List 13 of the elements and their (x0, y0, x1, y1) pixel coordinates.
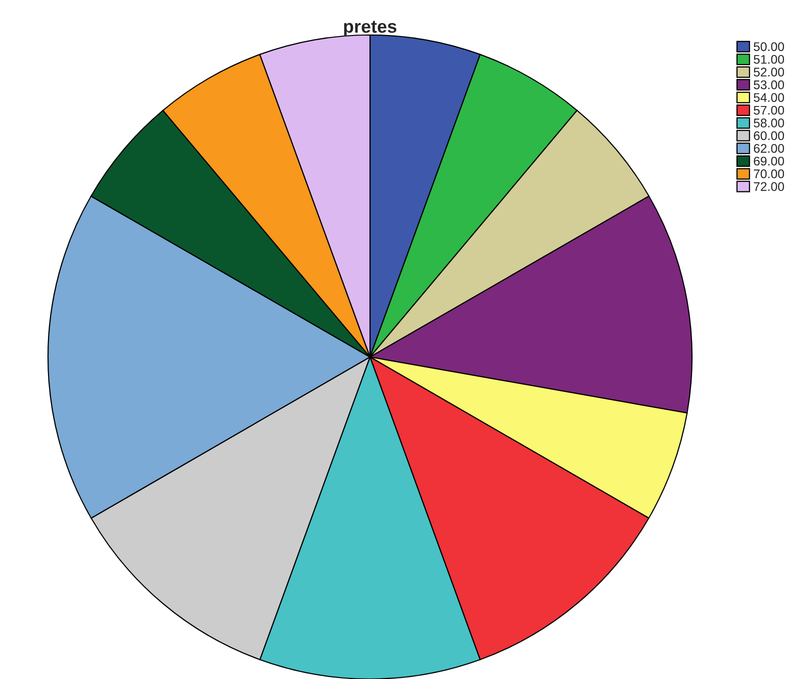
legend-label: 58.00 (754, 118, 784, 128)
legend-label: 52.00 (754, 68, 784, 77)
chart-title: pretes (344, 20, 396, 36)
legend-label: 62.00 (754, 144, 784, 153)
legend-label: 72.00 (754, 182, 784, 191)
legend-label: 50.00 (754, 42, 784, 52)
legend-label: 57.00 (754, 106, 784, 115)
legend-label: 53.00 (754, 80, 784, 90)
legend-label: 69.00 (754, 156, 784, 166)
legend-label: 51.00 (754, 54, 784, 64)
legend-label: 54.00 (754, 93, 784, 102)
legend-label: 70.00 (754, 169, 784, 178)
legend-label: 60.00 (754, 131, 784, 140)
